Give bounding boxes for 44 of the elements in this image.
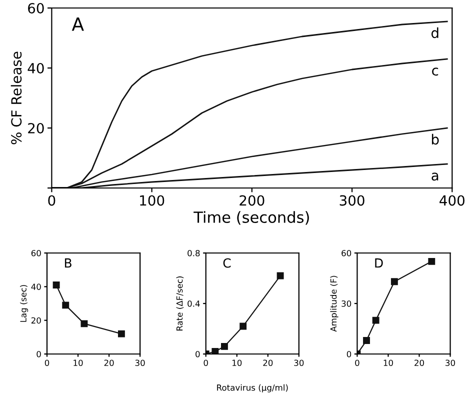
series-label: c (432, 68, 438, 76)
x-tick-label: 200 (240, 195, 264, 206)
x-tick-label: 30 (294, 360, 304, 366)
x-tick-label: 400 (440, 195, 464, 206)
y-tick-label: 0 (346, 350, 352, 358)
y-tick-label: 20 (28, 122, 44, 134)
y-axis-title: Rate (ΔF/sec) (176, 276, 184, 330)
series-label: d (431, 27, 438, 38)
y-tick-label: 60 (28, 2, 44, 14)
x-tick-label: 0 (204, 360, 208, 366)
chart-title: C (223, 258, 231, 268)
chart-title: A (72, 18, 84, 31)
x-tick-label: 300 (340, 195, 364, 206)
x-tick-label: 0 (48, 195, 56, 206)
x-axis-title: Time (seconds) (194, 211, 309, 225)
y-tick-label: 60 (31, 250, 41, 256)
y-tick-label: 30 (342, 300, 352, 307)
y-tick-label: 40 (28, 62, 44, 74)
y-tick-label: 0 (36, 350, 41, 358)
chart-title: D (375, 258, 383, 268)
x-tick-label: 20 (414, 360, 424, 366)
y-tick-label: 0 (196, 350, 200, 358)
x-axis-title: Rotavirus (µg/ml) (217, 384, 288, 392)
x-tick-label: 10 (384, 360, 393, 366)
chart-title: B (64, 258, 72, 268)
x-tick-label: 0 (355, 360, 360, 366)
y-tick-label: 0.8 (188, 250, 200, 256)
series-label: b (432, 134, 439, 145)
y-axis-title: Amplitude (F) (330, 276, 338, 332)
x-tick-label: 0 (44, 360, 50, 366)
y-tick-label: 20 (31, 317, 41, 324)
series-label: a (432, 172, 438, 181)
y-axis-title: Lag (sec) (20, 285, 28, 322)
x-tick-label: 100 (140, 195, 164, 206)
y-tick-label: 40 (31, 284, 41, 290)
y-tick-label: 60 (342, 250, 352, 256)
x-tick-label: 30 (135, 360, 145, 366)
x-tick-label: 30 (446, 360, 456, 366)
y-tick-label: 0.4 (188, 300, 200, 307)
x-tick-label: 10 (74, 360, 83, 366)
y-axis-title: % CF Release (10, 52, 22, 144)
x-tick-label: 20 (263, 360, 273, 366)
x-tick-label: 20 (104, 360, 114, 366)
x-tick-label: 10 (232, 360, 242, 366)
